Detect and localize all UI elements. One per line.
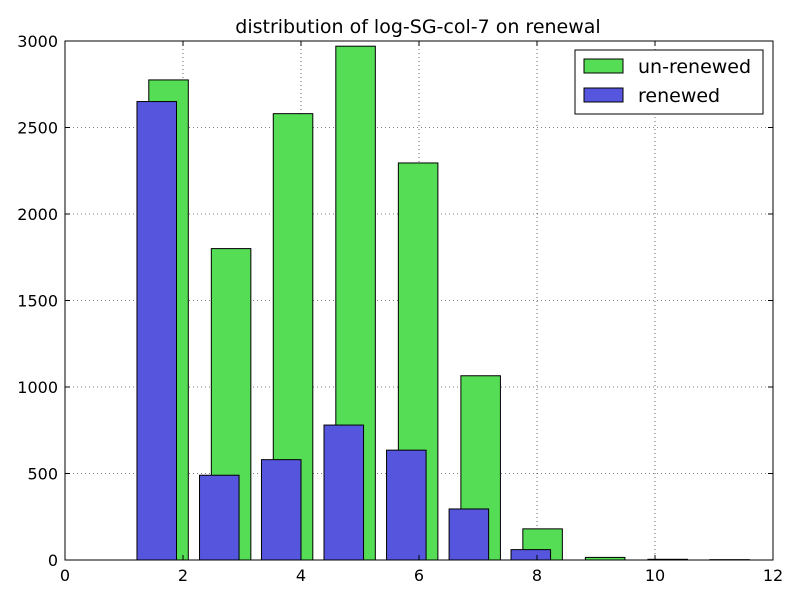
bar-renewed: [199, 474, 240, 561]
bar-renewed: [386, 449, 427, 561]
chart-title: distribution of log-SG-col-7 on renewal: [235, 16, 600, 38]
legend: un-renewed renewed: [574, 49, 764, 115]
y-tick-label: 500: [27, 465, 58, 484]
y-tick-labels: 0 500 1000 1500 2000 2500 3000: [17, 32, 58, 570]
x-tick-label: 12: [763, 566, 783, 585]
bar-renewed: [510, 549, 552, 561]
x-tick-label: 10: [645, 566, 665, 585]
y-tick-label: 2500: [17, 119, 58, 138]
bar-renewed: [448, 508, 490, 561]
series-renewed: [136, 101, 552, 561]
bar-renewed: [136, 101, 178, 561]
y-tick-label: 1000: [17, 378, 58, 397]
y-tick-label: 0: [48, 551, 58, 570]
bar-renewed: [323, 424, 365, 561]
y-tick-label: 3000: [17, 32, 58, 51]
x-tick-label: 6: [414, 566, 424, 585]
ticks: [64, 40, 774, 561]
bar-renewed: [260, 459, 302, 561]
x-tick-label: 2: [178, 566, 188, 585]
y-tick-label: 2000: [17, 205, 58, 224]
legend-swatch-renewed: [583, 87, 624, 103]
x-tick-label: 8: [532, 566, 542, 585]
legend-label-renewed: renewed: [638, 85, 720, 107]
x-tick-labels: 0 2 4 6 8 10 12: [60, 566, 783, 585]
x-tick-label: 4: [296, 566, 306, 585]
legend-swatch-un-renewed: [583, 58, 624, 74]
legend-label-un-renewed: un-renewed: [638, 56, 751, 78]
x-tick-label: 0: [60, 566, 70, 585]
y-tick-label: 1500: [17, 292, 58, 311]
